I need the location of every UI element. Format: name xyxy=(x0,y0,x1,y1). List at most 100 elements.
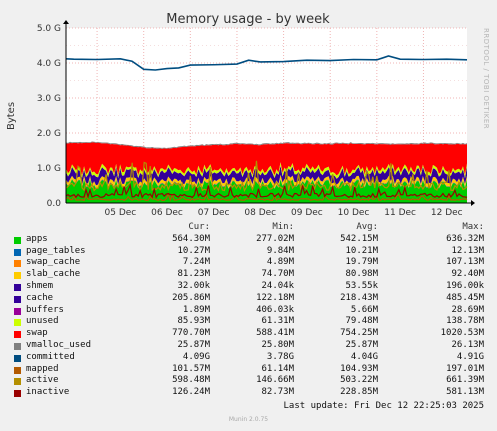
y-tick-labels: 0.0 1.0 G 2.0 G 3.0 G 4.0 G 5.0 G xyxy=(37,24,61,209)
line-mapped xyxy=(65,192,468,202)
legend-avg: 228.85M xyxy=(340,387,378,398)
y-axis-arrow xyxy=(63,20,69,24)
legend-avg: 53.55k xyxy=(345,280,378,291)
legend-swatch xyxy=(14,378,21,386)
legend-max: 138.78M xyxy=(446,316,484,327)
x-tick-label: 12 Dec xyxy=(431,208,463,218)
legend-swatch xyxy=(14,295,21,303)
line-active xyxy=(65,160,468,193)
legend-label: page_tables xyxy=(26,245,86,256)
legend-label: vmalloc_used xyxy=(26,339,92,350)
munin-version: Munin 2.0.75 xyxy=(228,416,269,423)
legend-avg: 5.66M xyxy=(350,304,378,315)
x-tick-label: 11 Dec xyxy=(384,208,416,218)
legend-label: shmem xyxy=(26,280,54,291)
legend-avg: 104.93M xyxy=(340,363,378,374)
area-page-tables xyxy=(66,178,467,189)
x-tick-labels: 05 Dec 06 Dec 07 Dec 08 Dec 09 Dec 10 Dec 11 D… xyxy=(105,208,463,218)
legend-max: 12.13M xyxy=(451,245,484,256)
legend-avg: 4.04G xyxy=(350,351,378,362)
legend-min: 25.80M xyxy=(261,339,294,350)
legend-label: committed xyxy=(26,351,75,362)
legend-cur: 81.23M xyxy=(177,269,210,280)
legend-max: 661.39M xyxy=(446,375,484,386)
legend-header-avg: Avg: xyxy=(356,222,378,232)
legend-swatch xyxy=(14,248,21,256)
x-tick-label: 08 Dec xyxy=(244,208,276,218)
legend-header-min: Min: xyxy=(272,222,294,232)
area-swap-cache xyxy=(66,178,467,189)
legend-swatch xyxy=(14,283,21,291)
legend-max: 197.01M xyxy=(446,363,484,374)
rrdtool-watermark: RRDTOOL / TOBI OETIKER xyxy=(482,28,490,129)
y-tick-label: 1.0 G xyxy=(37,164,61,174)
line-committed xyxy=(65,55,468,71)
y-tick-label: 4.0 G xyxy=(37,59,61,69)
legend-avg: 80.98M xyxy=(345,269,378,280)
legend-max: 1020.53M xyxy=(440,328,484,339)
legend-cur: 101.57M xyxy=(172,363,210,374)
legend-avg: 19.79M xyxy=(345,257,378,268)
stacked-areas xyxy=(66,141,467,203)
legend-cur: 25.87M xyxy=(177,339,210,350)
legend-swatch xyxy=(14,272,21,280)
legend-min: 4.89M xyxy=(266,257,294,268)
legend-min: 406.03k xyxy=(256,304,294,315)
x-axis-arrow xyxy=(471,200,475,206)
legend-label: unused xyxy=(26,316,59,327)
x-tick-label: 05 Dec xyxy=(105,208,137,218)
legend-swatch xyxy=(14,366,21,374)
legend-header-cur: Cur: xyxy=(188,222,210,232)
legend-min: 61.14M xyxy=(261,363,294,374)
chart-title: Memory usage - by week xyxy=(166,12,330,27)
legend-max: 107.13M xyxy=(446,257,484,268)
legend-swatch xyxy=(14,236,21,244)
legend-max: 581.13M xyxy=(446,387,484,398)
legend-min: 588.41M xyxy=(256,328,294,339)
y-tick-label: 0.0 xyxy=(47,199,62,209)
legend-label: mapped xyxy=(26,363,59,374)
legend-min: 122.18M xyxy=(256,292,294,303)
legend-label: active xyxy=(26,375,59,386)
legend-label: apps xyxy=(26,233,48,244)
legend-cur: 1.89M xyxy=(182,304,210,315)
x-tick-label: 09 Dec xyxy=(291,208,323,218)
legend-cur: 770.70M xyxy=(172,328,210,339)
y-tick-label: 3.0 G xyxy=(37,94,61,104)
legend-label: swap xyxy=(26,328,48,339)
y-tick-label: 5.0 G xyxy=(37,24,61,34)
legend-max: 636.32M xyxy=(446,233,484,244)
axes xyxy=(63,20,475,206)
legend-min: 74.70M xyxy=(261,269,294,280)
legend-avg: 754.25M xyxy=(340,328,378,339)
legend-avg: 542.15M xyxy=(340,233,378,244)
legend-cur: 7.24M xyxy=(182,257,210,268)
x-tick-label: 10 Dec xyxy=(338,208,370,218)
area-unused xyxy=(66,162,467,179)
area-vmalloc-used xyxy=(66,141,467,149)
legend-cur: 205.86M xyxy=(172,292,210,303)
legend-avg: 218.43M xyxy=(340,292,378,303)
legend-swatch xyxy=(14,260,21,268)
legend-min: 277.02M xyxy=(256,233,294,244)
legend-max: 28.69M xyxy=(451,304,484,315)
legend-max: 485.45M xyxy=(446,292,484,303)
legend-swatch xyxy=(14,390,21,398)
legend-label: slab_cache xyxy=(26,269,81,280)
legend-max: 92.40M xyxy=(451,269,484,280)
last-update: Last update: Fri Dec 12 22:25:03 2025 xyxy=(283,401,484,411)
line-inactive xyxy=(65,183,468,199)
legend-label: inactive xyxy=(26,387,70,398)
legend-min: 3.78G xyxy=(266,351,294,362)
legend-min: 146.66M xyxy=(256,375,294,386)
legend-cur: 598.48M xyxy=(172,375,210,386)
y-tick-label: 2.0 G xyxy=(37,129,61,139)
y-axis-label: Bytes xyxy=(6,102,17,130)
legend-min: 24.04k xyxy=(261,280,294,291)
legend-cur: 10.27M xyxy=(177,245,210,256)
legend-avg: 25.87M xyxy=(345,339,378,350)
legend-label: swap_cache xyxy=(26,257,81,268)
legend-label: cache xyxy=(26,292,54,303)
legend-min: 82.73M xyxy=(261,387,294,398)
legend-max: 196.00k xyxy=(446,280,484,291)
